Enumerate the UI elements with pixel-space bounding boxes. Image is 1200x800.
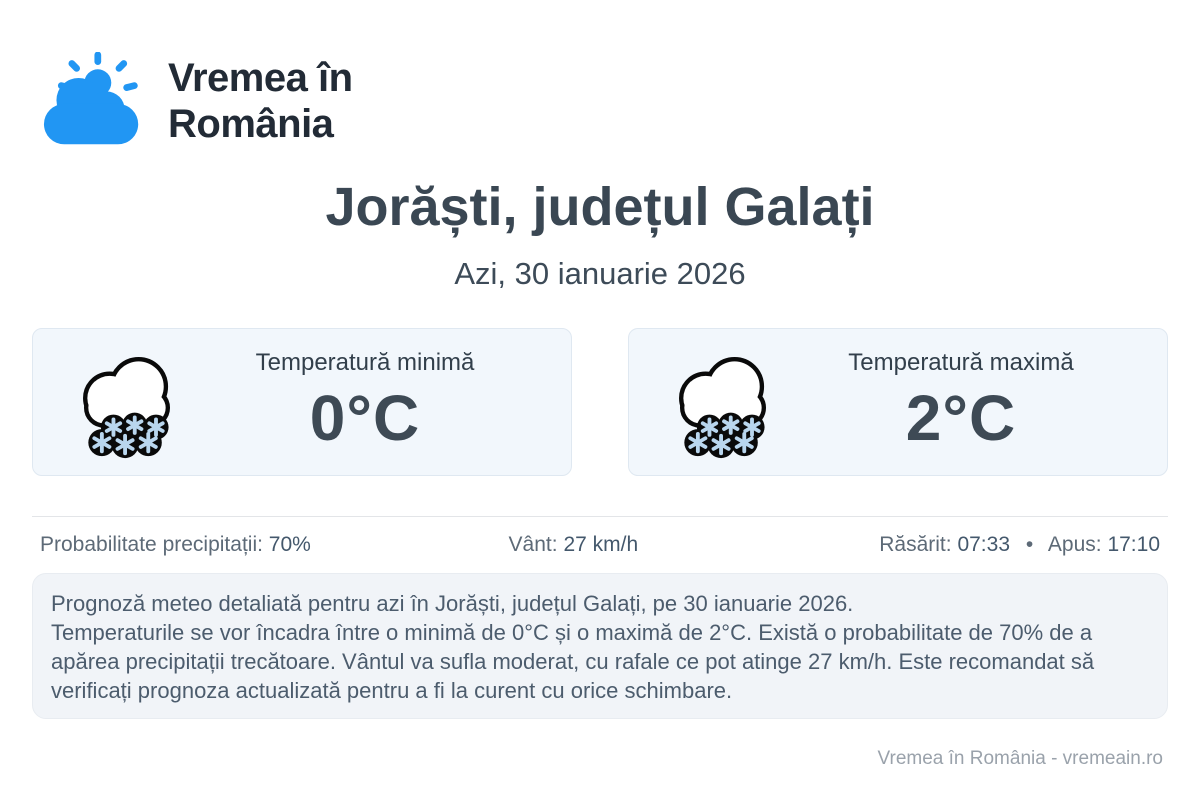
sun-times-stat: Răsărit: 07:33 • Apus: 17:10 xyxy=(751,533,1160,557)
stats-row: Probabilitate precipitații: 70% Vânt: 27… xyxy=(40,533,1160,557)
divider xyxy=(32,516,1168,517)
precipitation-value: 70% xyxy=(268,533,311,556)
sun-cloud-icon xyxy=(43,52,139,145)
sunrise-label: Răsărit: xyxy=(879,533,952,556)
wind-label: Vânt: xyxy=(508,533,558,556)
snow-cloud-icon xyxy=(679,357,767,459)
forecast-text: Prognoză meteo detaliată pentru azi în J… xyxy=(51,591,1095,703)
logo: Vremea în România xyxy=(0,0,1200,152)
wind-stat: Vânt: 27 km/h xyxy=(396,533,752,557)
page-title: Jorăști, județul Galați xyxy=(325,177,875,237)
logo-text: Vremea în România xyxy=(168,56,353,147)
forecast-box: Prognoză meteo detaliată pentru azi în J… xyxy=(32,573,1168,719)
sunrise-value: 07:33 xyxy=(957,533,1011,556)
max-temperature-value: 2°C xyxy=(905,382,1017,454)
precipitation-stat: Probabilitate precipitații: 70% xyxy=(40,533,396,557)
logo-text-line1: Vremea în xyxy=(168,56,353,101)
sunset-value: 17:10 xyxy=(1107,533,1161,556)
precipitation-label: Probabilitate precipitații: xyxy=(40,533,263,556)
min-temperature-text: Temperatură minimă 0°C xyxy=(185,349,545,455)
logo-text-line2: România xyxy=(168,102,334,146)
max-temperature-card: Temperatură maximă 2°C xyxy=(628,328,1168,476)
page-subtitle: Azi, 30 ianuarie 2026 xyxy=(454,256,746,291)
footer-credit: Vremea în România - vremeain.ro xyxy=(877,748,1163,769)
max-temperature-label: Temperatură maximă xyxy=(848,349,1074,376)
max-temperature-text: Temperatură maximă 2°C xyxy=(781,349,1141,455)
sunset-label: Apus: xyxy=(1047,533,1102,556)
min-temperature-value: 0°C xyxy=(309,382,421,454)
temperature-cards: Temperatură minimă 0°C xyxy=(32,328,1168,476)
bullet-separator: • xyxy=(1025,533,1034,556)
min-temperature-card: Temperatură minimă 0°C xyxy=(32,328,572,476)
wind-value: 27 km/h xyxy=(563,533,639,556)
min-temperature-label: Temperatură minimă xyxy=(255,349,475,376)
snow-cloud-icon xyxy=(83,357,171,459)
